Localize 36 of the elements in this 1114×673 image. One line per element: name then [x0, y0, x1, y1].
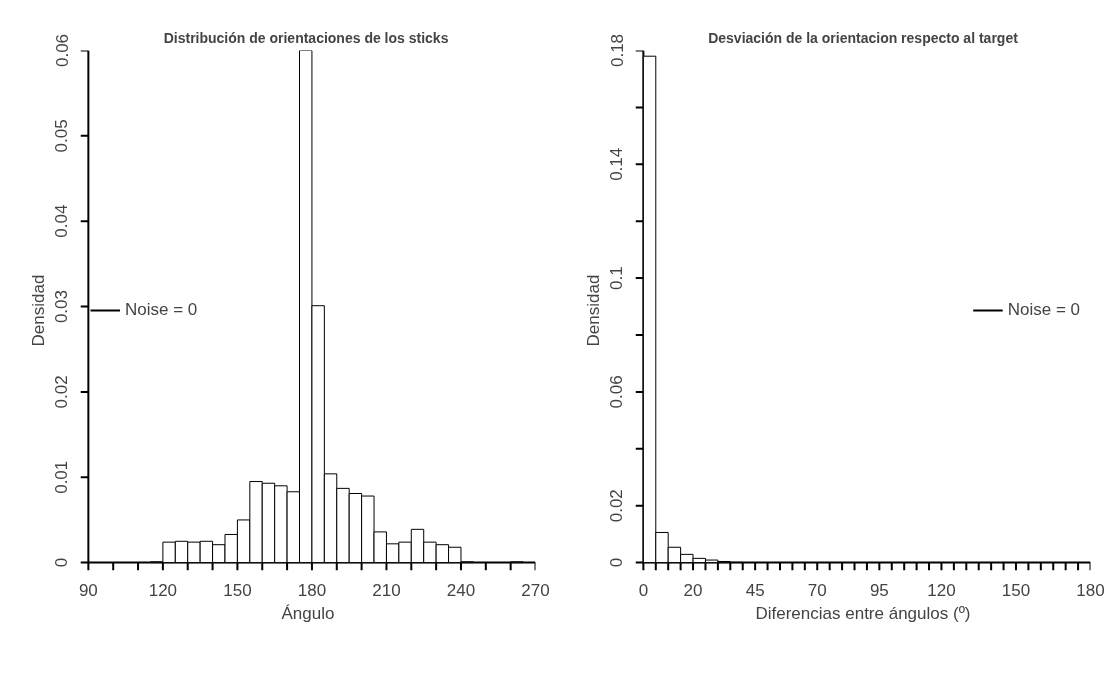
- y-tick-label: 0.03: [52, 290, 72, 324]
- y-axis-title: Densidad: [583, 274, 603, 347]
- x-tick-label: 150: [223, 580, 252, 600]
- y-tick-label: 0.14: [607, 147, 627, 181]
- y-tick-label: 0.02: [607, 489, 627, 523]
- x-tick-label: 70: [807, 580, 827, 600]
- y-tick-label: 0.02: [52, 375, 72, 409]
- y-tick-label: 0.18: [607, 33, 627, 68]
- y-tick-label: 0.06: [52, 33, 72, 68]
- chart-title: Desviación de la orientacion respecto al target: [708, 29, 1019, 46]
- y-tick-label: 0.04: [52, 204, 72, 238]
- x-tick-label: 20: [683, 580, 703, 600]
- x-tick-label: 240: [446, 580, 476, 600]
- x-tick-label: 0: [638, 580, 649, 600]
- y-tick-label: 0.06: [607, 375, 627, 409]
- chart-title: Distribución de orientaciones de los sticks: [163, 29, 449, 46]
- legend-label: Noise = 0: [1007, 300, 1080, 320]
- x-tick-label: 180: [1076, 580, 1105, 600]
- x-axis-title: Ángulo: [281, 603, 335, 623]
- y-tick-label: 0: [52, 557, 72, 568]
- x-tick-label: 150: [1001, 580, 1031, 600]
- x-tick-label: 210: [372, 580, 401, 600]
- x-tick-label: 120: [148, 580, 178, 600]
- y-tick-label: 0.05: [52, 119, 72, 153]
- x-tick-label: 45: [745, 580, 765, 600]
- x-tick-label: 270: [521, 580, 550, 600]
- x-tick-label: 90: [78, 580, 98, 600]
- y-tick-label: 0: [607, 557, 627, 568]
- y-tick-label: 0.1: [607, 266, 627, 290]
- y-axis-title: Densidad: [28, 274, 48, 347]
- y-tick-label: 0.01: [52, 460, 72, 494]
- x-tick-label: 120: [927, 580, 956, 600]
- x-tick-label: 180: [297, 580, 327, 600]
- legend-label: Noise = 0: [125, 300, 198, 320]
- x-axis-title: Diferencias entre ángulos (º): [755, 603, 971, 623]
- x-tick-label: 95: [869, 580, 889, 600]
